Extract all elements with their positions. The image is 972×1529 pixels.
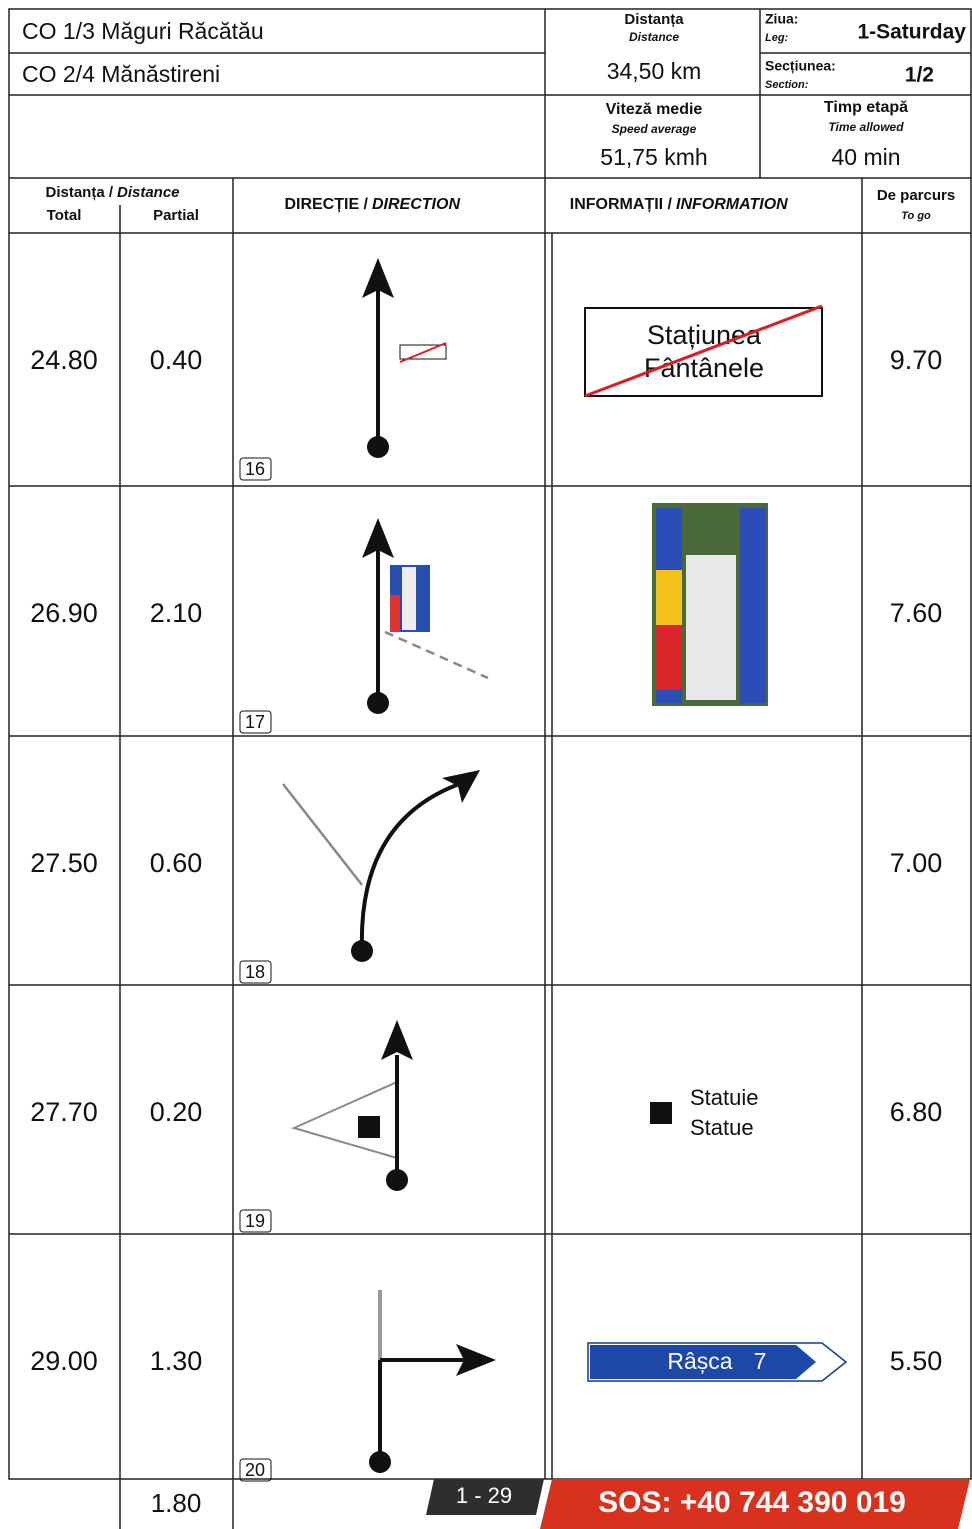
step-number: 18 <box>245 962 265 982</box>
direction-icon <box>362 518 489 714</box>
column-header: INFORMATION <box>676 196 788 213</box>
to-go: 7.00 <box>890 848 943 878</box>
header-line: CO 1/3 Măguri Răcătău <box>22 18 264 44</box>
column-header: Distanța / <box>45 184 113 201</box>
column-header: To go <box>901 210 931 222</box>
step-number: 17 <box>245 712 265 732</box>
partial: 2.10 <box>150 598 203 628</box>
column-header: Partial <box>153 207 199 224</box>
label-en: Leg: <box>765 32 789 44</box>
value: 51,75 kmh <box>600 144 707 170</box>
sos-banner <box>540 1479 970 1529</box>
label-en: Distance <box>629 30 679 44</box>
total: 27.50 <box>30 848 98 878</box>
partial: 1.30 <box>150 1346 203 1376</box>
label: Ziua: <box>765 11 798 27</box>
number-box <box>239 1209 272 1233</box>
value: 1-Saturday <box>857 21 966 44</box>
value: 40 min <box>831 144 900 170</box>
step-number: 20 <box>245 1460 265 1480</box>
label: Timp etapă <box>824 99 908 116</box>
label-en: Speed average <box>612 122 697 136</box>
header-line: CO 2/4 Mănăstireni <box>22 61 220 87</box>
to-go: 5.50 <box>890 1346 943 1376</box>
direction-icon <box>291 1020 413 1191</box>
sign <box>584 307 823 397</box>
number-box <box>239 457 272 481</box>
total: 26.90 <box>30 598 98 628</box>
column-header: INFORMAȚII / <box>570 196 673 213</box>
column-header: Distance <box>117 184 180 201</box>
direction-icon <box>282 770 480 962</box>
sign <box>590 1345 816 1379</box>
label-en: Section: <box>765 79 809 91</box>
column-header: DIRECȚIE / <box>284 196 368 213</box>
step-number: 19 <box>245 1211 265 1231</box>
to-go: 7.60 <box>890 598 943 628</box>
info-text: Statuie <box>690 1085 759 1110</box>
partial: 0.20 <box>150 1097 203 1127</box>
icon <box>650 1102 672 1124</box>
strike <box>584 304 823 398</box>
photo <box>652 503 768 706</box>
number-box <box>239 960 272 984</box>
step-number: 16 <box>245 459 265 479</box>
column-header: DIRECTION <box>372 196 460 213</box>
info-text: Statue <box>690 1115 754 1140</box>
sign-text: Râșca <box>667 1348 732 1374</box>
page-number: 1 - 29 <box>456 1483 512 1508</box>
label-en: Time allowed <box>828 120 904 134</box>
direction-icon <box>369 1290 496 1473</box>
partial: 0.40 <box>150 345 203 375</box>
sign-text: Fântânele <box>644 353 764 383</box>
page-tab <box>426 1479 544 1515</box>
label: Secțiunea: <box>765 58 836 74</box>
value: 34,50 km <box>607 58 702 84</box>
number-box <box>239 710 272 734</box>
value: 1/2 <box>905 64 934 87</box>
total: 29.00 <box>30 1346 98 1376</box>
to-go: 6.80 <box>890 1097 943 1127</box>
table-lines <box>8 8 972 1529</box>
label: Viteză medie <box>606 101 703 118</box>
total: 24.80 <box>30 345 98 375</box>
column-header: Total <box>47 207 82 224</box>
rows: 24.80 0.40 9.70 16 26.90 2.10 7.60 17 27.50 0.60 7… <box>30 345 943 1482</box>
number-box <box>239 1458 272 1482</box>
direction-icon <box>362 258 447 458</box>
sos: SOS: +40 744 390 019 <box>598 1486 906 1519</box>
total: 27.70 <box>30 1097 98 1127</box>
partial: 0.60 <box>150 848 203 878</box>
sign-text: 7 <box>754 1348 767 1374</box>
to-go: 9.70 <box>890 345 943 375</box>
partial: 1.80 <box>151 1488 202 1518</box>
label: Distanța <box>624 11 684 28</box>
column-header: De parcurs <box>877 187 955 204</box>
